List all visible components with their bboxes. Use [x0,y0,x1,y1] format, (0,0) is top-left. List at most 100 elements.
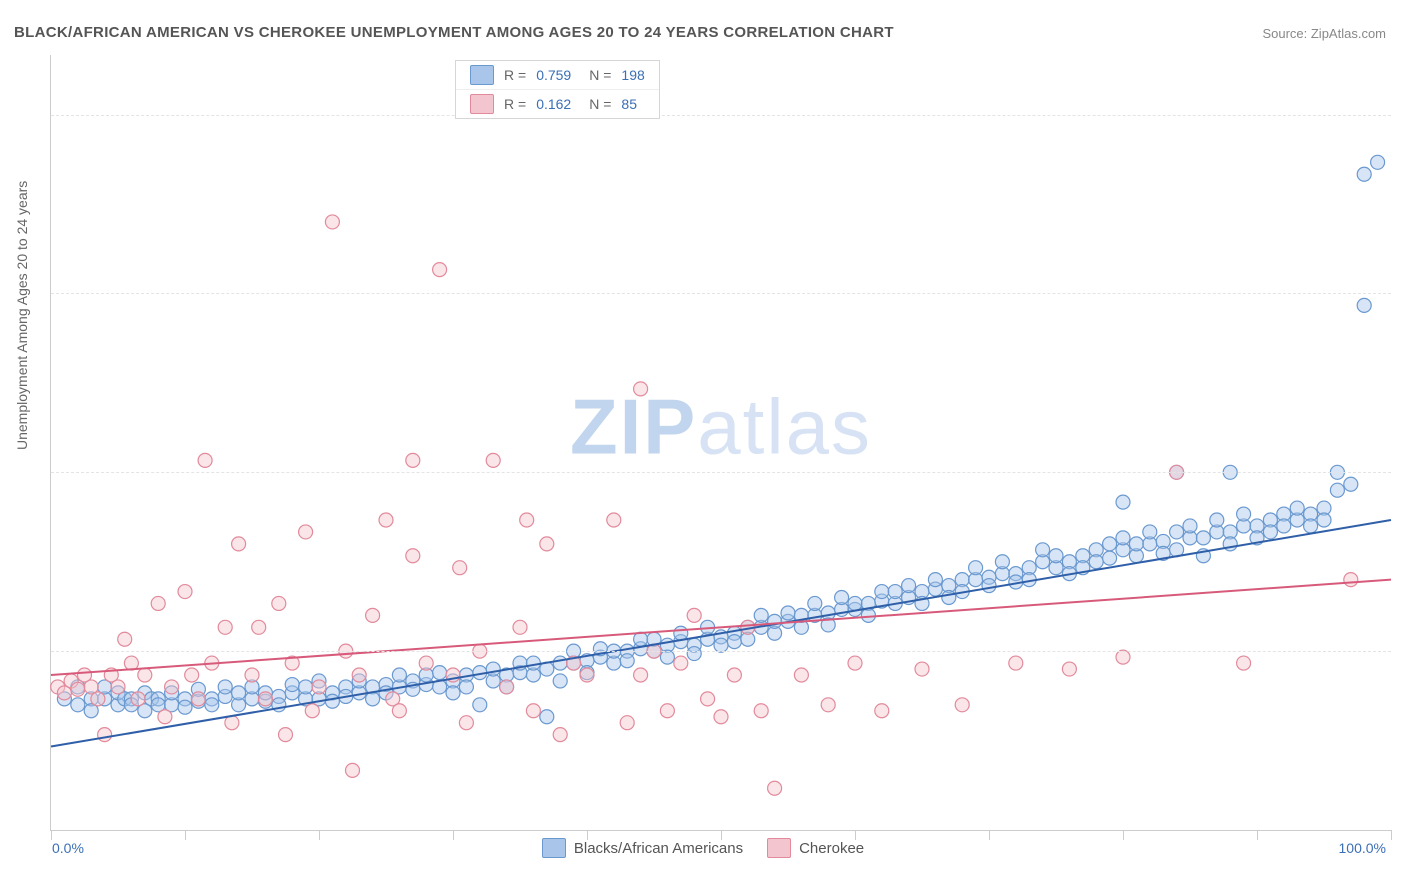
data-point [634,382,648,396]
data-point [928,573,942,587]
legend-label: Blacks/African Americans [574,840,743,857]
data-point [1116,495,1130,509]
data-point [1103,551,1117,565]
plot-area: ZIPatlas 15.0%30.0%45.0%60.0% [50,55,1391,831]
data-point [352,668,366,682]
legend-r-label: R = [504,96,526,112]
data-point [1116,531,1130,545]
data-point [714,710,728,724]
data-point [178,585,192,599]
data-point [1129,537,1143,551]
data-point [701,692,715,706]
gridline [51,472,1391,473]
data-point [218,620,232,634]
legend-swatch [767,838,791,858]
data-point [185,668,199,682]
data-point [754,608,768,622]
data-point [1089,555,1103,569]
data-point [473,698,487,712]
data-point [794,668,808,682]
data-point [607,513,621,527]
data-point [1371,155,1385,169]
data-point [553,728,567,742]
data-point [118,632,132,646]
data-point [1103,537,1117,551]
data-point [131,692,145,706]
data-point [258,692,272,706]
data-point [754,704,768,718]
data-point [1237,656,1251,670]
legend-item: Blacks/African Americans [542,838,743,858]
data-point [433,263,447,277]
data-point [1062,662,1076,676]
data-point [674,656,688,670]
data-point [1304,519,1318,533]
data-point [232,537,246,551]
data-point [875,704,889,718]
data-point [111,680,125,694]
data-point [660,650,674,664]
series-legend: Blacks/African Americans Cherokee [0,838,1406,862]
data-point [312,680,326,694]
data-point [1009,656,1023,670]
data-point [848,596,862,610]
data-point [279,728,293,742]
data-point [1263,525,1277,539]
gridline [51,293,1391,294]
data-point [1277,519,1291,533]
legend-swatch [470,65,494,85]
legend-item: Cherokee [767,838,864,858]
data-point [520,513,534,527]
data-point [406,453,420,467]
data-point [1290,501,1304,515]
gridline [51,651,1391,652]
data-point [1237,507,1251,521]
data-point [1210,513,1224,527]
legend-row: R =0.162N =85 [456,89,659,118]
data-point [178,700,192,714]
data-point [620,716,634,730]
data-point [1330,483,1344,497]
data-point [299,525,313,539]
data-point [660,704,674,718]
data-point [580,668,594,682]
data-point [272,596,286,610]
data-point [392,704,406,718]
data-point [1357,167,1371,181]
legend-swatch [542,838,566,858]
data-point [91,692,105,706]
data-point [942,591,956,605]
data-point [406,549,420,563]
data-point [459,716,473,730]
data-point [325,694,339,708]
legend-r-label: R = [504,67,526,83]
data-point [727,635,741,649]
data-point [305,704,319,718]
data-point [1170,525,1184,539]
data-point [151,596,165,610]
legend-r-value: 0.162 [536,96,571,112]
data-point [98,728,112,742]
data-point [486,662,500,676]
data-point [1143,525,1157,539]
legend-swatch [470,94,494,114]
data-point [71,698,85,712]
legend-n-label: N = [589,96,611,112]
data-point [500,680,514,694]
legend-n-label: N = [589,67,611,83]
y-axis-label: Unemployment Among Ages 20 to 24 years [14,181,30,450]
data-point [191,692,205,706]
data-point [553,656,567,670]
data-point [325,215,339,229]
data-point [620,654,634,668]
data-point [1196,531,1210,545]
data-point [218,680,232,694]
legend-row: R =0.759N =198 [456,61,659,89]
data-point [835,591,849,605]
data-point [453,561,467,575]
data-point [982,579,996,593]
data-point [1036,543,1050,557]
data-point [1344,477,1358,491]
data-point [138,668,152,682]
data-point [540,537,554,551]
